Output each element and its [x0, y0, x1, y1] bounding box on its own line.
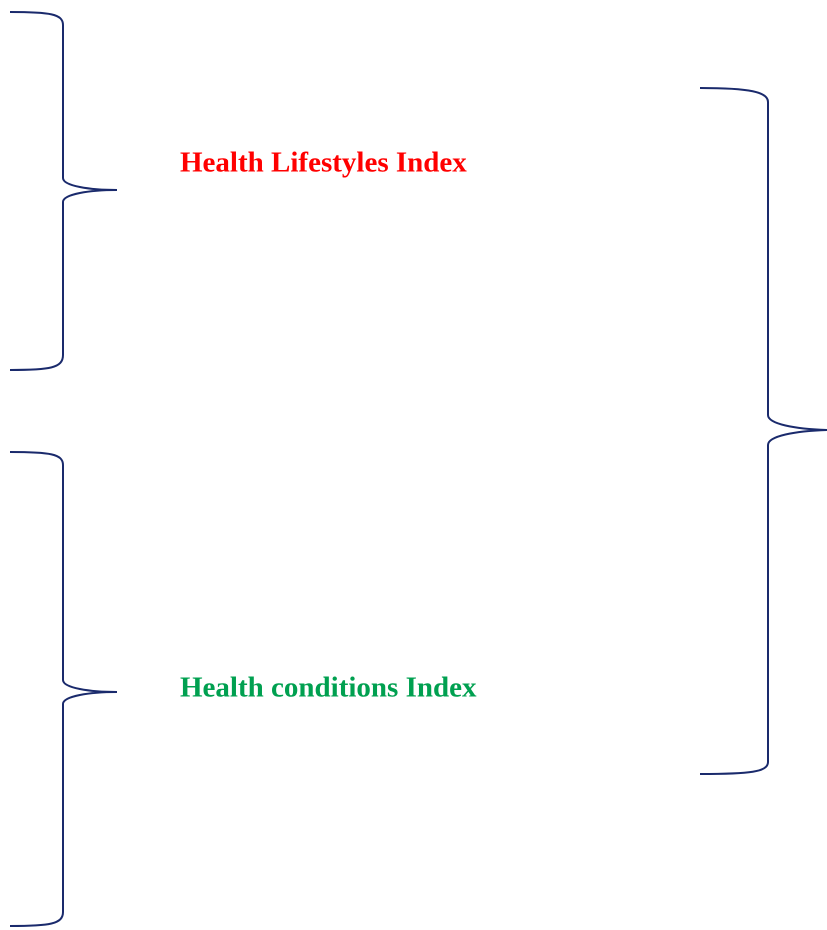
brace-bottom-left — [9, 451, 118, 927]
label-health-conditions: Health conditions Index — [180, 672, 477, 704]
brace-right — [699, 87, 827, 775]
label-health-lifestyles: Health Lifestyles Index — [180, 147, 467, 179]
brace-top-left — [9, 11, 118, 371]
